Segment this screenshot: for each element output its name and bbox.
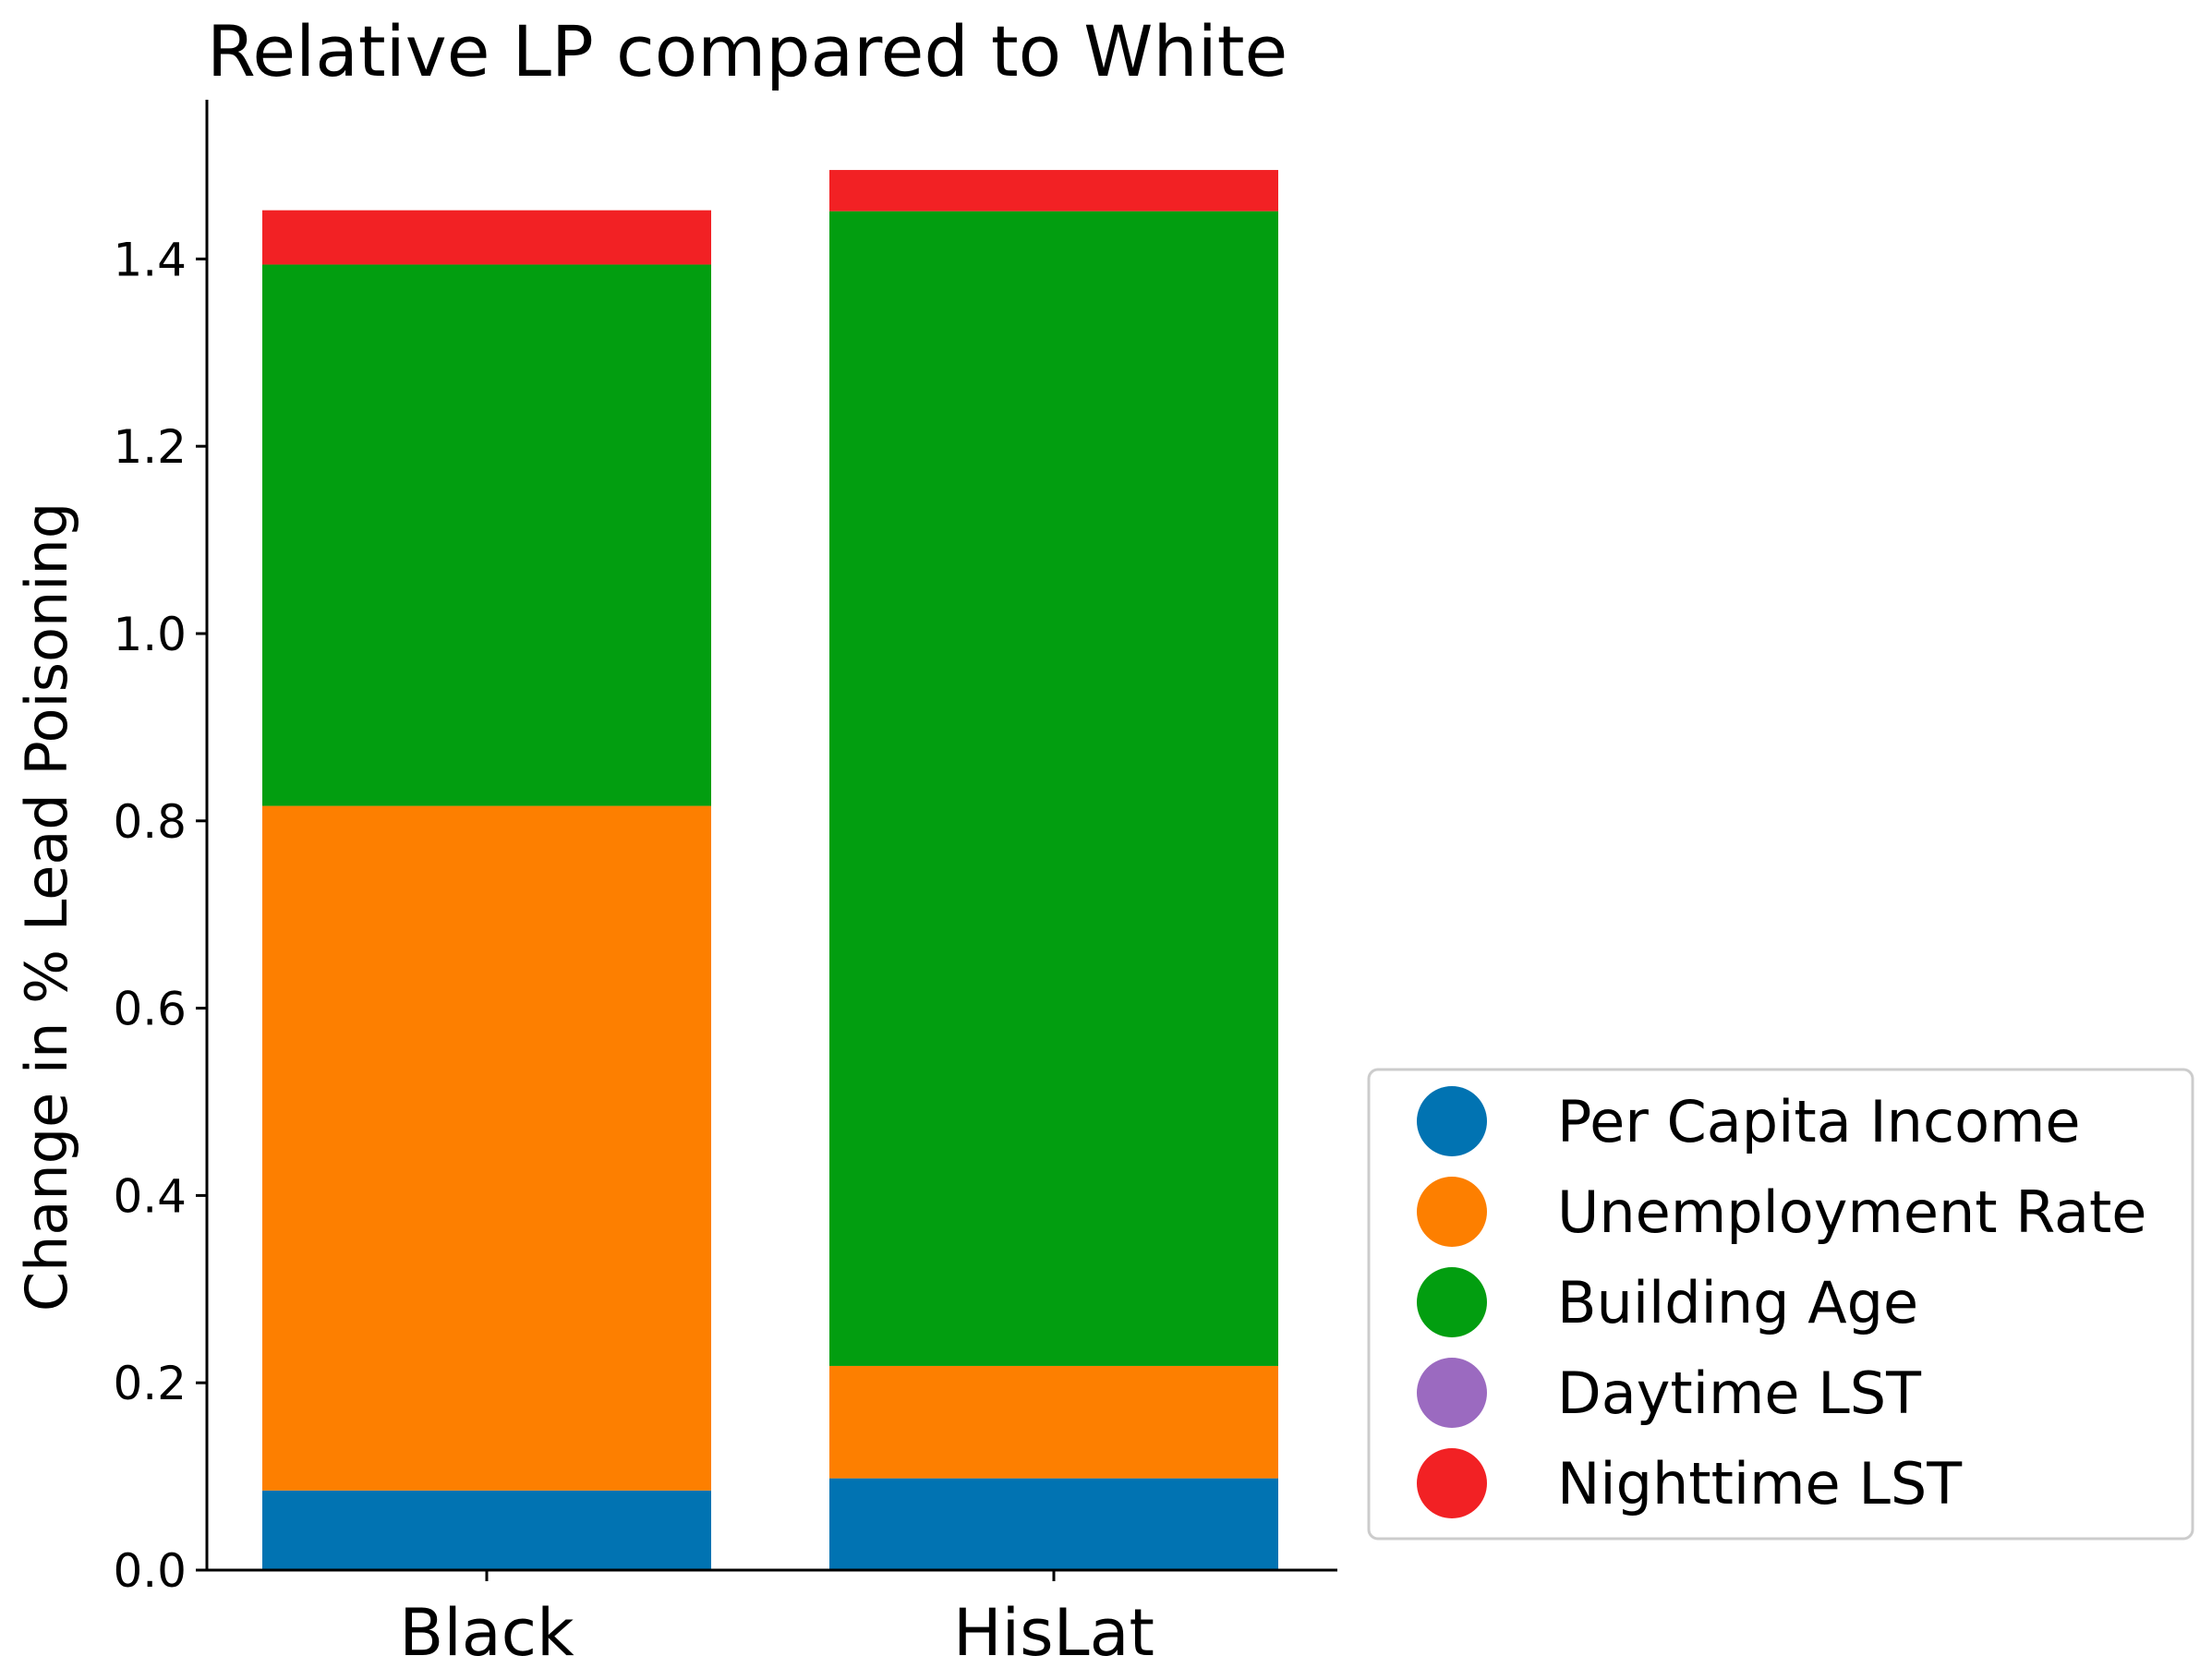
bar-segment-hislat-building-age (829, 211, 1278, 1366)
y-tick-label: 1.4 (113, 233, 187, 286)
legend-label-daytime-lst: Daytime LST (1557, 1360, 1922, 1427)
legend-marker-daytime-lst (1417, 1358, 1487, 1428)
y-tick-label: 1.2 (113, 420, 187, 474)
y-tick-label: 0.2 (113, 1357, 187, 1410)
legend-marker-building-age (1417, 1267, 1487, 1337)
legend: Per Capita Income Unemployment Rate Buildi… (1367, 1068, 2194, 1541)
x-tick-label-hislat: HisLat (953, 1595, 1154, 1664)
legend-marker-per-capita-income (1417, 1086, 1487, 1156)
legend-label-nighttime-lst: Nighttime LST (1557, 1450, 1963, 1517)
axes: 0.0 0.2 0.4 0.6 0.8 1.0 1.2 1.4 Black HisLat (113, 100, 1337, 1668)
legend-marker-unemployment-rate (1417, 1177, 1487, 1247)
legend-frame (1367, 1068, 2194, 1541)
y-tick-label: 0.8 (113, 795, 187, 849)
bar-segment-black-per-capita-income (262, 1490, 711, 1570)
legend-label-per-capita-income: Per Capita Income (1557, 1088, 2081, 1155)
bar-segment-black-unemployment-rate (262, 805, 711, 1491)
bar-segment-hislat-unemployment-rate (829, 1365, 1278, 1479)
x-tick-label-black: Black (399, 1595, 574, 1664)
bar-segment-hislat-per-capita-income (829, 1478, 1278, 1570)
legend-label-building-age: Building Age (1557, 1269, 1918, 1336)
bar-segment-black-building-age (262, 264, 711, 806)
legend-label-unemployment-rate: Unemployment Rate (1557, 1178, 2146, 1246)
y-tick-label: 0.4 (113, 1169, 187, 1223)
bar-segment-hislat-nighttime-lst (829, 170, 1278, 212)
y-tick-label: 0.6 (113, 983, 187, 1036)
legend-marker-nighttime-lst (1417, 1448, 1487, 1518)
y-tick-label: 0.0 (113, 1544, 187, 1598)
chart-title: Relative LP compared to White (207, 10, 1287, 92)
bar-segment-black-nighttime-lst (262, 210, 711, 265)
plot-area (262, 170, 1278, 1570)
y-tick-label: 1.0 (113, 608, 187, 661)
y-axis-label: Change in % Lead Poisoning (13, 502, 80, 1311)
